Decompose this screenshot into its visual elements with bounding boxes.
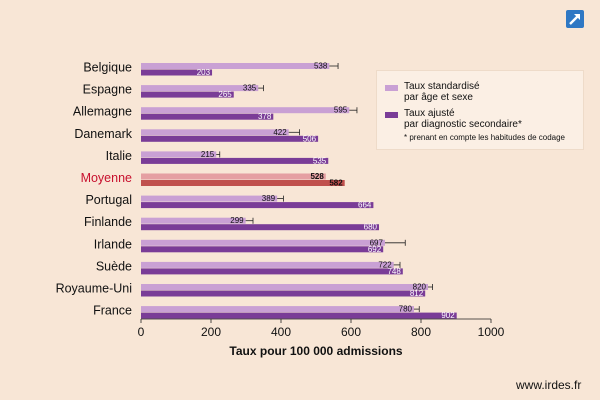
category-label-su-de: Suède bbox=[96, 259, 132, 273]
expand-arrow-icon[interactable] bbox=[566, 10, 584, 28]
legend-label-ajuste-line1: Taux ajusté bbox=[404, 108, 455, 119]
bar-standardise-su-de bbox=[141, 261, 394, 268]
bar-standardise-italie bbox=[141, 151, 217, 158]
x-tick-label-0: 0 bbox=[138, 325, 145, 339]
bar-standardise-moyenne bbox=[141, 173, 326, 180]
bar-standardise-espagne bbox=[141, 85, 259, 92]
bar-standardise-finlande bbox=[141, 217, 246, 224]
bar-ajuste-allemagne bbox=[141, 113, 274, 120]
value-label-ajuste-su-de: 748 bbox=[387, 267, 401, 276]
x-tick-label-400: 400 bbox=[271, 325, 291, 339]
category-label-france: France bbox=[93, 304, 132, 318]
value-label-ajuste-belgique: 203 bbox=[197, 68, 211, 77]
value-label-standardise-danemark: 422 bbox=[273, 128, 287, 137]
category-label-espagne: Espagne bbox=[83, 83, 132, 97]
category-label-danemark: Danemark bbox=[74, 127, 132, 141]
value-label-ajuste-portugal: 664 bbox=[358, 201, 372, 210]
value-label-ajuste-danemark: 506 bbox=[303, 134, 317, 143]
legend-label-ajuste-line2: par diagnostic secondaire* bbox=[404, 119, 522, 130]
bar-standardise-belgique bbox=[141, 63, 330, 69]
value-label-standardise-royaume-uni: 820 bbox=[413, 283, 427, 292]
category-label-irlande: Irlande bbox=[94, 237, 132, 251]
source-url[interactable]: www.irdes.fr bbox=[516, 378, 582, 392]
value-label-standardise-france: 780 bbox=[399, 305, 413, 314]
bar-ajuste-espagne bbox=[141, 91, 234, 98]
bar-standardise-danemark bbox=[141, 129, 289, 136]
legend-swatch-standardise bbox=[385, 85, 398, 91]
legend-item-ajuste: Taux ajusté par diagnostic secondaire* bbox=[385, 108, 522, 130]
value-label-standardise-moyenne: 528 bbox=[310, 172, 324, 181]
value-label-standardise-espagne: 335 bbox=[243, 84, 257, 93]
x-tick-label-200: 200 bbox=[201, 325, 221, 339]
value-label-ajuste-royaume-uni: 812 bbox=[410, 289, 424, 298]
value-label-standardise-belgique: 538 bbox=[314, 62, 328, 71]
legend-swatch-ajuste bbox=[385, 112, 398, 118]
category-label-royaume-uni: Royaume-Uni bbox=[56, 282, 132, 296]
legend-item-standardise: Taux standardisé par âge et sexe bbox=[385, 81, 480, 103]
x-axis-title: Taux pour 100 000 admissions bbox=[229, 344, 403, 358]
value-label-ajuste-allemagne: 378 bbox=[258, 112, 272, 121]
legend-label-standardise-line1: Taux standardisé bbox=[404, 81, 480, 92]
bar-ajuste-danemark bbox=[141, 135, 319, 142]
value-label-standardise-portugal: 389 bbox=[262, 194, 276, 203]
category-label-italie: Italie bbox=[106, 149, 132, 163]
bar-ajuste-royaume-uni bbox=[141, 290, 426, 297]
legend-label-standardise-line2: par âge et sexe bbox=[404, 92, 473, 103]
bar-standardise-portugal bbox=[141, 195, 278, 202]
chart-legend: Taux standardisé par âge et sexe Taux aj… bbox=[376, 70, 584, 150]
value-label-standardise-irlande: 697 bbox=[370, 238, 384, 247]
value-label-ajuste-moyenne: 582 bbox=[329, 179, 343, 188]
bar-standardise-france bbox=[141, 306, 414, 313]
category-label-finlande: Finlande bbox=[84, 215, 132, 229]
bar-standardise-royaume-uni bbox=[141, 284, 428, 290]
bar-ajuste-moyenne bbox=[141, 180, 345, 186]
value-label-ajuste-italie: 535 bbox=[313, 156, 327, 165]
value-label-ajuste-france: 902 bbox=[441, 311, 455, 320]
bar-ajuste-italie bbox=[141, 157, 329, 164]
legend-note: * prenant en compte les habitudes de cod… bbox=[404, 133, 566, 142]
x-tick-label-1000: 1000 bbox=[478, 325, 505, 339]
bar-ajuste-irlande bbox=[141, 246, 384, 253]
value-label-ajuste-finlande: 680 bbox=[364, 223, 378, 232]
value-label-ajuste-irlande: 692 bbox=[368, 245, 382, 254]
category-label-belgique: Belgique bbox=[83, 61, 132, 75]
category-label-allemagne: Allemagne bbox=[73, 105, 132, 119]
x-tick-label-600: 600 bbox=[341, 325, 361, 339]
bar-ajuste-finlande bbox=[141, 224, 379, 231]
bar-ajuste-portugal bbox=[141, 202, 374, 209]
bar-ajuste-belgique bbox=[141, 69, 213, 76]
value-label-ajuste-espagne: 265 bbox=[218, 90, 232, 99]
bar-standardise-irlande bbox=[141, 239, 385, 246]
value-label-standardise-finlande: 299 bbox=[230, 216, 244, 225]
bar-ajuste-su-de bbox=[141, 268, 403, 275]
category-label-portugal: Portugal bbox=[85, 193, 132, 207]
category-label-moyenne: Moyenne bbox=[81, 171, 132, 185]
value-label-standardise-su-de: 722 bbox=[378, 260, 392, 269]
x-tick-label-800: 800 bbox=[411, 325, 431, 339]
value-label-standardise-italie: 215 bbox=[201, 150, 215, 159]
bar-standardise-allemagne bbox=[141, 107, 350, 114]
value-label-standardise-allemagne: 595 bbox=[334, 106, 348, 115]
bar-ajuste-france bbox=[141, 312, 457, 319]
